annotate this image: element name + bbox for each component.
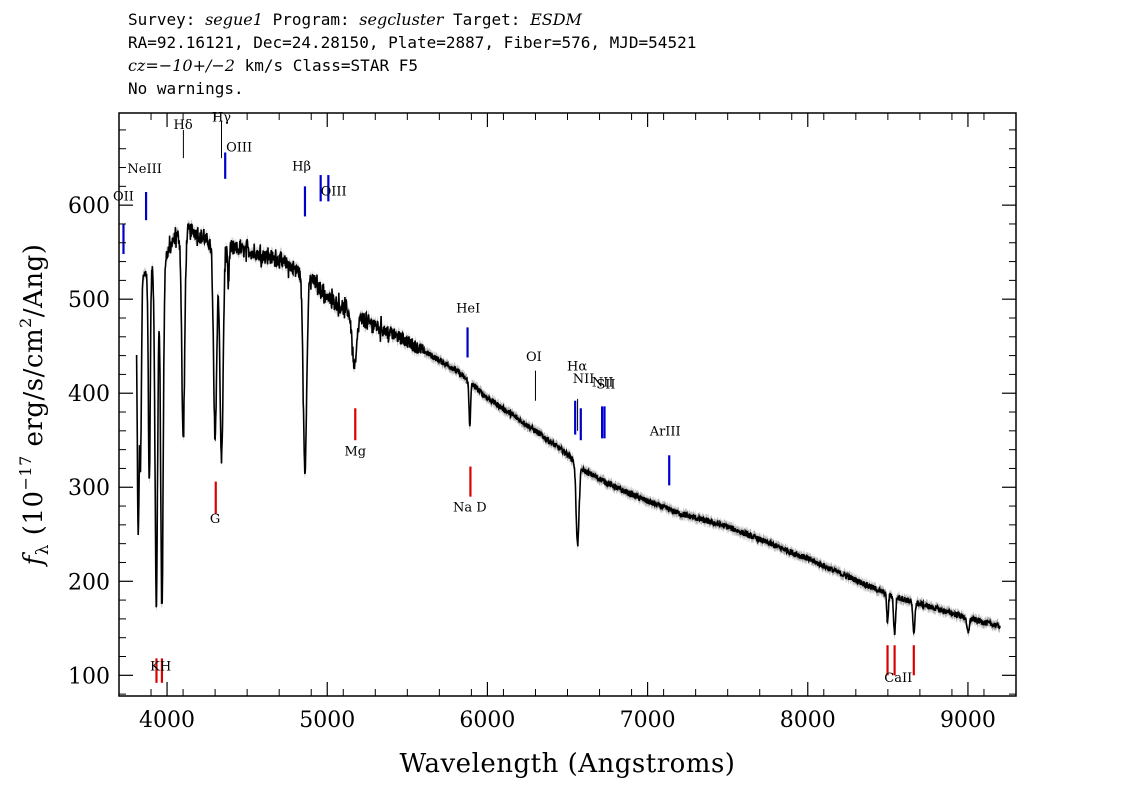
y-axis-units-exponent: 2: [16, 317, 35, 328]
cz-label: cz=: [128, 56, 159, 75]
y-tick-label: 500: [68, 288, 110, 313]
spectral-line-label: NII: [573, 372, 595, 387]
x-tick-label: 7000: [620, 708, 676, 733]
x-tick-label: 9000: [940, 708, 996, 733]
target-value: ESDM: [530, 10, 582, 29]
y-axis-units: erg/s/cm: [19, 328, 49, 455]
x-tick-label: 4000: [139, 708, 195, 733]
y-tick-label: 400: [68, 382, 110, 407]
spectral-line-label: Hγ: [212, 110, 231, 125]
survey-label: Survey:: [128, 10, 196, 29]
spectral-line-label: OIII: [321, 185, 347, 200]
plot-frame: [118, 112, 1017, 697]
spectral-line-label: OI: [526, 350, 542, 365]
y-tick-label: 100: [68, 664, 110, 689]
y-axis-prefix: (10: [19, 490, 49, 544]
spectral-line-label: Na D: [453, 501, 487, 516]
program-label: Program:: [272, 10, 350, 29]
cz-value: −10+/−2: [158, 56, 235, 75]
x-tick-label: 6000: [459, 708, 515, 733]
program-value: segcluster: [359, 10, 444, 29]
spectrum-header: Survey: segue1 Program: segcluster Targe…: [128, 8, 696, 100]
y-axis-symbol: f: [19, 551, 49, 567]
flux-spectrum-line: [135, 223, 1001, 636]
spectrum-layer: [135, 223, 1001, 636]
y-axis-exponent: −17: [16, 455, 35, 490]
y-tick-label: 300: [68, 476, 110, 501]
redshift-line: cz=−10+/−2 km/s Class=STAR F5: [128, 54, 696, 77]
x-axis-title: Wavelength (Angstroms): [400, 749, 736, 779]
spectral-line-label: ArIII: [649, 425, 681, 440]
y-tick-label: 200: [68, 570, 110, 595]
y-axis-symbol-sub: λ: [33, 544, 53, 555]
flux-error-band: [136, 218, 1001, 640]
axis-ticks-layer: 4000 5000 6000 7000 8000 9000 100 200 300 400 500 6…: [68, 113, 1017, 733]
spectral-line-label: Mg: [344, 444, 366, 459]
spectral-line-label: NeIII: [127, 162, 161, 177]
x-tick-label: 5000: [299, 708, 355, 733]
spectral-line-label: CaII: [884, 671, 912, 686]
spectral-line-label: OIII: [226, 141, 252, 156]
y-tick-label: 600: [68, 194, 110, 219]
coords-line: RA=92.16121, Dec=24.28150, Plate=2887, F…: [128, 33, 697, 52]
spectral-line-label: Hβ: [292, 159, 311, 174]
x-tick-label: 8000: [780, 708, 836, 733]
spectral-line-label: SII: [596, 378, 615, 393]
cz-unit-class: km/s Class=STAR F5: [234, 56, 418, 75]
spectral-line-label: HeI: [456, 301, 480, 316]
warnings-line: No warnings.: [128, 79, 244, 98]
spectral-line-label: NII: [592, 376, 614, 391]
y-axis-title: fλ (10−17 erg/s/cm2/Ang): [16, 244, 53, 568]
error-band-layer: [136, 218, 1001, 640]
spectral-line-label: KH: [150, 660, 171, 675]
line-markers-layer: [122, 120, 915, 683]
spectral-line-label: Hα: [567, 360, 587, 375]
spectral-line-label: G: [210, 512, 220, 527]
line-labels-layer: OIINeIIIHδHγOIIIHβOIIIHeIOINIIHαNIISIIAr…: [113, 110, 912, 685]
spectral-line-label: Hδ: [173, 118, 192, 133]
target-label: Target:: [453, 10, 521, 29]
survey-value: segue1: [205, 10, 263, 29]
y-axis-tail: /Ang): [19, 244, 49, 318]
survey-line: Survey: segue1 Program: segcluster Targe…: [128, 8, 696, 31]
spectral-line-label: OII: [113, 189, 134, 204]
